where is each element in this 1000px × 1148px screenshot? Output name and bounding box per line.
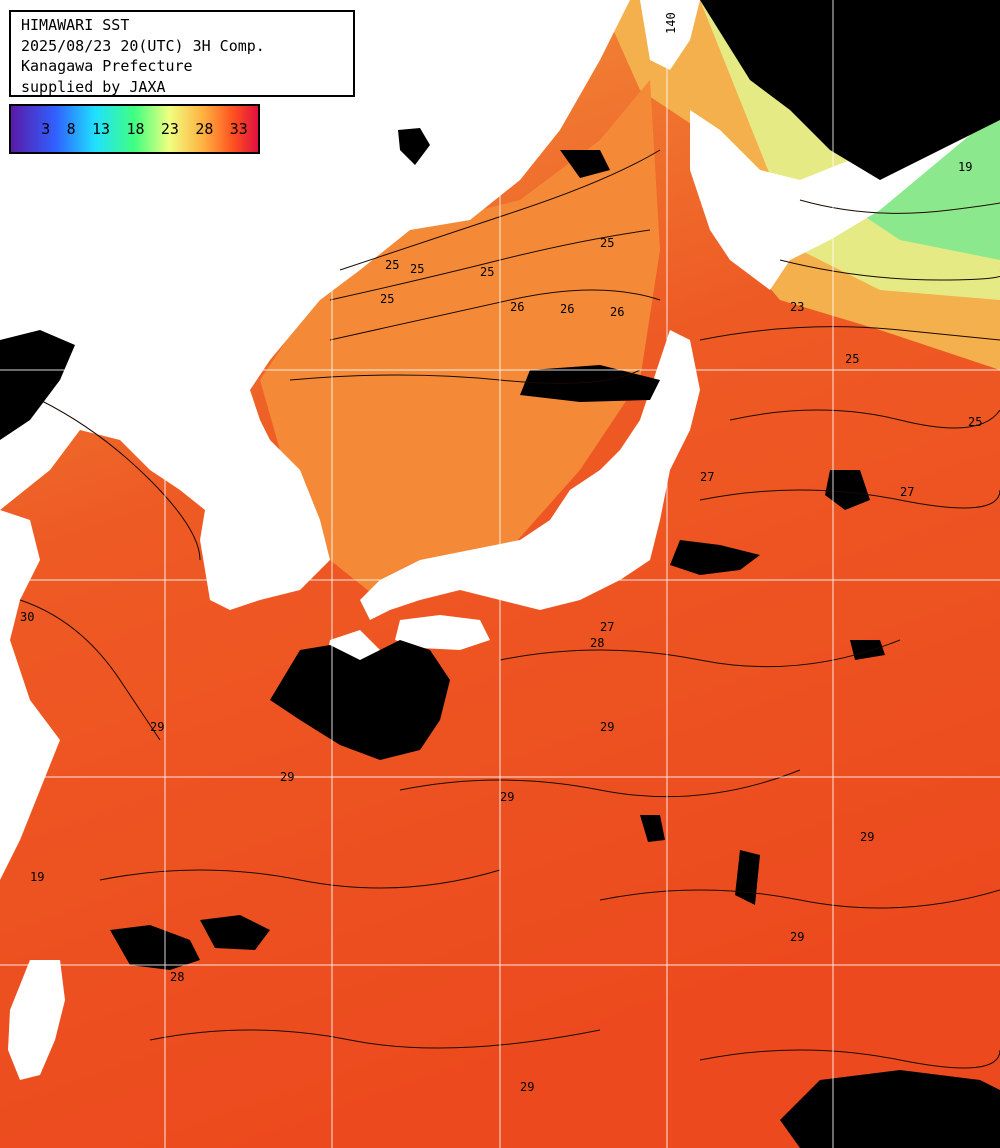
sea-of-japan bbox=[260, 80, 660, 600]
contour-value-label: 25 bbox=[410, 262, 425, 276]
contour-value-label: 28 bbox=[170, 970, 185, 984]
legend-tick: 28 bbox=[195, 120, 214, 138]
contour-value-label: 25 bbox=[385, 258, 400, 272]
contour-value-label: 25 bbox=[480, 265, 495, 279]
contour-value-label: 29 bbox=[150, 720, 165, 734]
contour-value-label: 27 bbox=[700, 470, 715, 484]
region-name: Kanagawa Prefecture bbox=[21, 57, 193, 75]
contour-value-label: 28 bbox=[590, 636, 605, 650]
legend-tick: 13 bbox=[92, 120, 111, 138]
taiwan-land bbox=[8, 960, 65, 1080]
legend-tick: 23 bbox=[160, 120, 179, 138]
contour-value-label: 19 bbox=[958, 160, 973, 174]
contour-value-label: 25 bbox=[380, 292, 395, 306]
data-source: supplied by JAXA bbox=[21, 77, 166, 96]
contour-value-label: 30 bbox=[20, 610, 35, 624]
legend-tick: 33 bbox=[229, 120, 248, 138]
legend-ticks: 3 8 13 18 23 28 33 bbox=[11, 106, 258, 152]
contour-value-label: 29 bbox=[600, 720, 615, 734]
contour-value-label: 22 bbox=[808, 72, 823, 86]
sakhalin-land bbox=[640, 0, 700, 70]
honshu-land bbox=[360, 330, 700, 620]
lon-label-140: 140 bbox=[664, 12, 678, 34]
contour-value-label: 29 bbox=[860, 830, 875, 844]
contour-value-label: 19 bbox=[30, 870, 45, 884]
contour-value-label: 25 bbox=[845, 352, 860, 366]
contour-value-label: 26 bbox=[610, 305, 625, 319]
temperature-legend: 3 8 13 18 23 28 33 bbox=[9, 104, 260, 154]
product-title: HIMAWARI SST bbox=[21, 16, 130, 34]
legend-tick: 3 bbox=[41, 120, 51, 138]
contour-value-label: 25 bbox=[600, 236, 615, 250]
contour-value-label: 29 bbox=[500, 790, 515, 804]
contour-value-label: 29 bbox=[280, 770, 295, 784]
info-box: HIMAWARI SST 2025/08/23 20(UTC) 3H Comp.… bbox=[9, 10, 355, 97]
contour-value-label: 29 bbox=[520, 1080, 535, 1094]
contour-value-label: 27 bbox=[900, 485, 915, 499]
timestamp: 2025/08/23 20(UTC) 3H Comp. bbox=[21, 36, 265, 55]
lat-label-40n: 40N bbox=[14, 354, 36, 368]
contour-value-label: 26 bbox=[560, 302, 575, 316]
legend-tick: 8 bbox=[66, 120, 76, 138]
contour-value-label: 26 bbox=[510, 300, 525, 314]
shikoku-land bbox=[395, 615, 490, 650]
contour-value-label: 29 bbox=[790, 930, 805, 944]
contour-value-label: 27 bbox=[600, 620, 615, 634]
legend-tick: 18 bbox=[126, 120, 145, 138]
contour-value-label: 25 bbox=[968, 415, 983, 429]
china-coast-land bbox=[0, 510, 60, 880]
contour-value-label: 23 bbox=[790, 300, 805, 314]
